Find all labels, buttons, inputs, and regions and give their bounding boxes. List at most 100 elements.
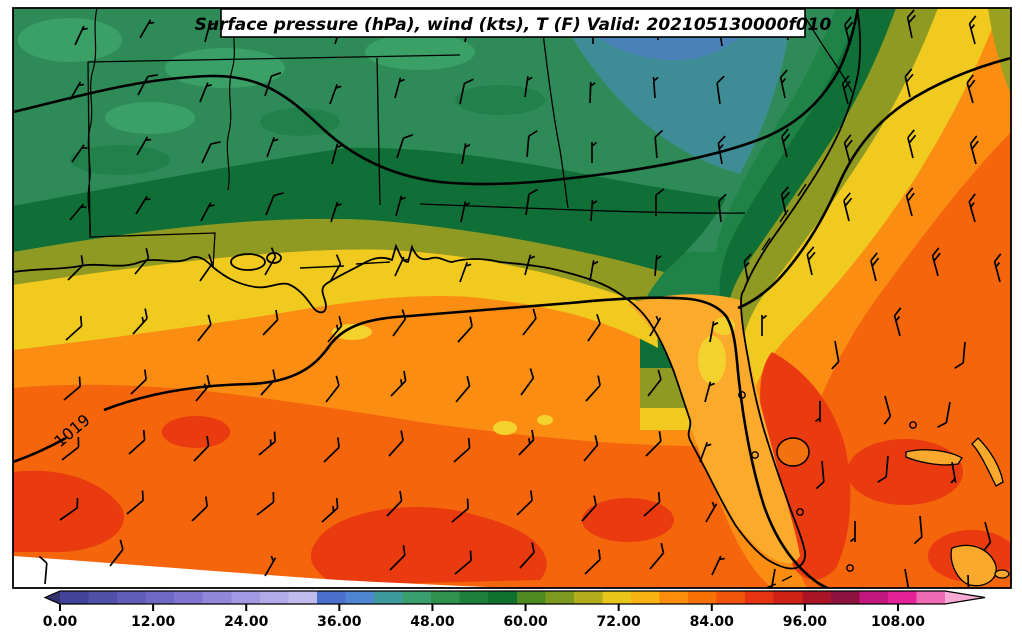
wind-barb-icon	[815, 460, 825, 490]
wind-barb-icon	[893, 307, 902, 337]
contour-1019-main	[103, 296, 831, 588]
wind-barb-icon	[455, 375, 471, 403]
calm-wind-icon	[846, 564, 854, 572]
wind-barb-icon	[130, 369, 147, 395]
wind-barb-icon	[931, 247, 941, 277]
lake-okeechobee	[776, 437, 810, 467]
wind-barb-icon	[204, 21, 215, 43]
wind-barb-icon	[262, 309, 279, 336]
wind-barb-icon	[581, 495, 597, 522]
wind-barb-icon	[780, 186, 790, 216]
wind-barb-icon	[901, 568, 910, 588]
wind-barb-icon	[454, 550, 472, 575]
wind-barb-icon	[983, 521, 992, 551]
wind-barb-icon	[781, 128, 791, 158]
title-background	[220, 8, 806, 38]
contour-1019-west-segment	[13, 436, 67, 464]
wind-barb-icon	[126, 490, 144, 515]
wind-barb-icon	[950, 461, 957, 484]
wind-barb-icon	[197, 314, 212, 342]
wind-barb-icon	[394, 77, 405, 99]
wind-barb-icon	[69, 81, 85, 101]
wind-barb-icon	[589, 260, 599, 282]
wind-barb-icon	[717, 135, 726, 165]
wind-barb-icon	[587, 314, 601, 342]
wind-barb-icon	[968, 193, 976, 223]
wind-barb-icon	[330, 201, 342, 223]
wind-barb-icon	[137, 74, 158, 96]
wind-barb-icon	[200, 202, 215, 222]
wind-barb-icon	[461, 143, 471, 165]
wind-barb-icon	[264, 71, 282, 97]
gulf-atlantic-coastline	[13, 8, 862, 570]
wind-barb-icon	[388, 430, 404, 457]
georgia-sea-islands	[761, 183, 807, 251]
wind-barb-icon	[518, 429, 535, 456]
ms-al-border	[376, 57, 381, 206]
wind-barb-icon	[386, 490, 403, 517]
wind-barb-icon	[649, 542, 665, 570]
wind-barb-icon	[321, 497, 339, 523]
wind-barb-icon	[649, 315, 662, 337]
wind-barb-icon	[451, 498, 469, 523]
wind-barb-icon	[966, 74, 976, 104]
ne-corner-olive	[988, 8, 1011, 95]
map-frame	[12, 7, 1012, 589]
wind-barb-icon	[516, 490, 533, 516]
wind-barb-icon	[584, 549, 601, 575]
wind-barb-icon	[59, 497, 79, 521]
wind-barb-icon	[883, 395, 892, 425]
contour-north	[13, 8, 860, 186]
colorbar-tick-label: 72.00	[597, 614, 642, 630]
colorbar-tick-label: 0.00	[43, 614, 78, 630]
wind-barb-icon	[323, 437, 340, 463]
wind-barb-icon	[199, 82, 213, 103]
wind-barb-icon	[193, 435, 210, 462]
wind-barb-icon	[453, 437, 471, 463]
wind-barb-icon	[109, 539, 124, 567]
wind-barb-icon	[136, 136, 152, 156]
wind-barb-icon	[761, 314, 768, 336]
wind-barb-icon	[849, 521, 856, 543]
wind-barb-icon	[520, 368, 535, 396]
wind-barb-icon	[519, 542, 535, 569]
wind-barb-icon	[711, 555, 725, 576]
wind-barb-icon	[134, 247, 150, 275]
wind-barbs	[38, 9, 1002, 588]
colorbar-tick-label: 60.00	[503, 614, 548, 630]
wind-barb-icon	[960, 574, 970, 588]
barrier-islands	[299, 261, 391, 269]
georgia-teal-region	[556, 8, 794, 174]
colorbar-ticks: 0.00 12.00 24.00 36.00 48.00 60.00 72.00 84.00 9…	[43, 604, 925, 630]
coastlines	[13, 8, 862, 570]
wind-barb-icon	[195, 374, 211, 402]
state-borders	[87, 8, 853, 269]
colorbar-tick-label: 84.00	[690, 614, 735, 630]
colorbar-tick-label: 48.00	[410, 614, 455, 630]
al-ga-border	[539, 8, 569, 209]
wind-barb-icon	[647, 369, 662, 397]
wind-barb-icon	[329, 254, 342, 283]
inland-light-green-mottles	[18, 18, 475, 134]
wind-barb-icon	[135, 195, 151, 215]
inland-dark-green-band	[13, 147, 726, 272]
wind-barb-icon	[877, 455, 889, 483]
wind-barb-icon	[71, 144, 88, 163]
wind-barb-icon	[63, 376, 81, 401]
wind-barb-icon	[652, 76, 659, 99]
colorbar-tick-label: 108.00	[871, 614, 925, 630]
wind-barb-icon	[139, 19, 155, 39]
pressure-contours	[13, 8, 1011, 588]
wind-barb-icon	[709, 321, 719, 343]
tn-border	[87, 54, 461, 63]
wind-barb-icon	[394, 256, 408, 277]
colorbar-tick-label: 24.00	[224, 614, 269, 630]
coastal-olive-band	[13, 218, 664, 304]
wind-barb-icon	[390, 370, 407, 397]
wind-barb-icon	[654, 255, 662, 277]
wind-barb-icon	[74, 25, 88, 46]
islands	[765, 437, 1010, 588]
small-island	[994, 569, 1010, 579]
wind-barb-icon	[395, 195, 406, 217]
